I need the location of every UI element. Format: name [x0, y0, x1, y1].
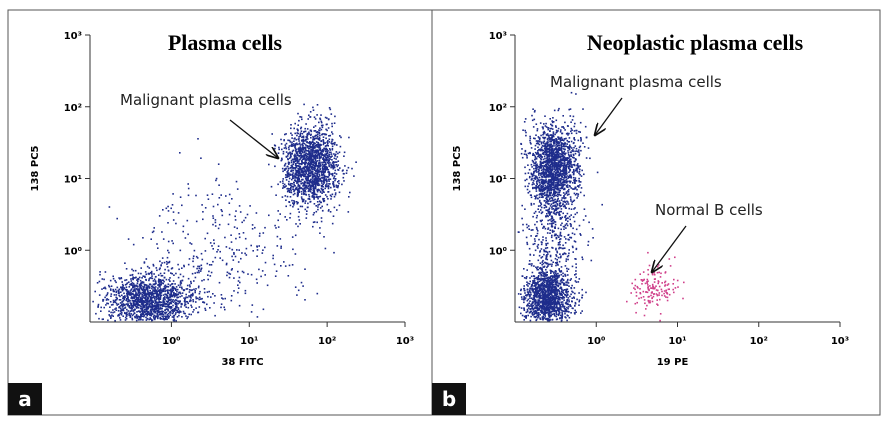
point-cloud [92, 256, 225, 322]
y-tick-label: 10³ [64, 31, 82, 42]
annotation: Malignant plasma cells [120, 91, 292, 109]
panel-label: b [442, 387, 456, 411]
annotation-arrow [229, 119, 278, 158]
x-tick-label: 10⁰ [162, 336, 180, 347]
point-cloud [520, 91, 603, 249]
y-tick-label: 10³ [489, 31, 507, 42]
y-tick-label: 10⁰ [489, 246, 507, 257]
x-axis-label: 38 FITC [221, 357, 263, 368]
x-tick-label: 10¹ [668, 336, 686, 347]
panel-frame [7, 9, 433, 416]
annotation: Malignant plasma cells [550, 73, 722, 91]
annotation-arrow [595, 97, 623, 135]
y-axis-label: 138 PC5 [30, 145, 41, 191]
point-cloud [103, 138, 335, 322]
x-tick-label: 10² [750, 336, 768, 347]
x-tick-label: 10² [318, 336, 336, 347]
annotation: Normal B cells [655, 201, 763, 219]
x-axis-label: 19 PE [657, 357, 689, 368]
panel-label: a [18, 387, 32, 411]
x-tick-label: 10⁰ [587, 336, 605, 347]
y-axis-label: 138 PC5 [452, 145, 463, 191]
x-tick-label: 10³ [396, 336, 414, 347]
panel-label-box [8, 383, 42, 415]
x-tick-label: 10³ [831, 336, 849, 347]
x-tick-label: 10¹ [240, 336, 258, 347]
y-tick-label: 10⁰ [64, 246, 82, 257]
y-tick-label: 10² [489, 103, 507, 114]
point-cloud [517, 250, 587, 322]
panel-label-box [432, 383, 466, 415]
y-tick-label: 10¹ [64, 175, 82, 186]
y-tick-label: 10² [64, 103, 82, 114]
chart-title: Plasma cells [168, 30, 283, 55]
chart-title: Neoplastic plasma cells [587, 30, 804, 55]
annotation-arrow [652, 225, 687, 272]
y-tick-label: 10¹ [489, 175, 507, 186]
point-cloud [517, 143, 594, 315]
panel-frame [431, 9, 881, 416]
